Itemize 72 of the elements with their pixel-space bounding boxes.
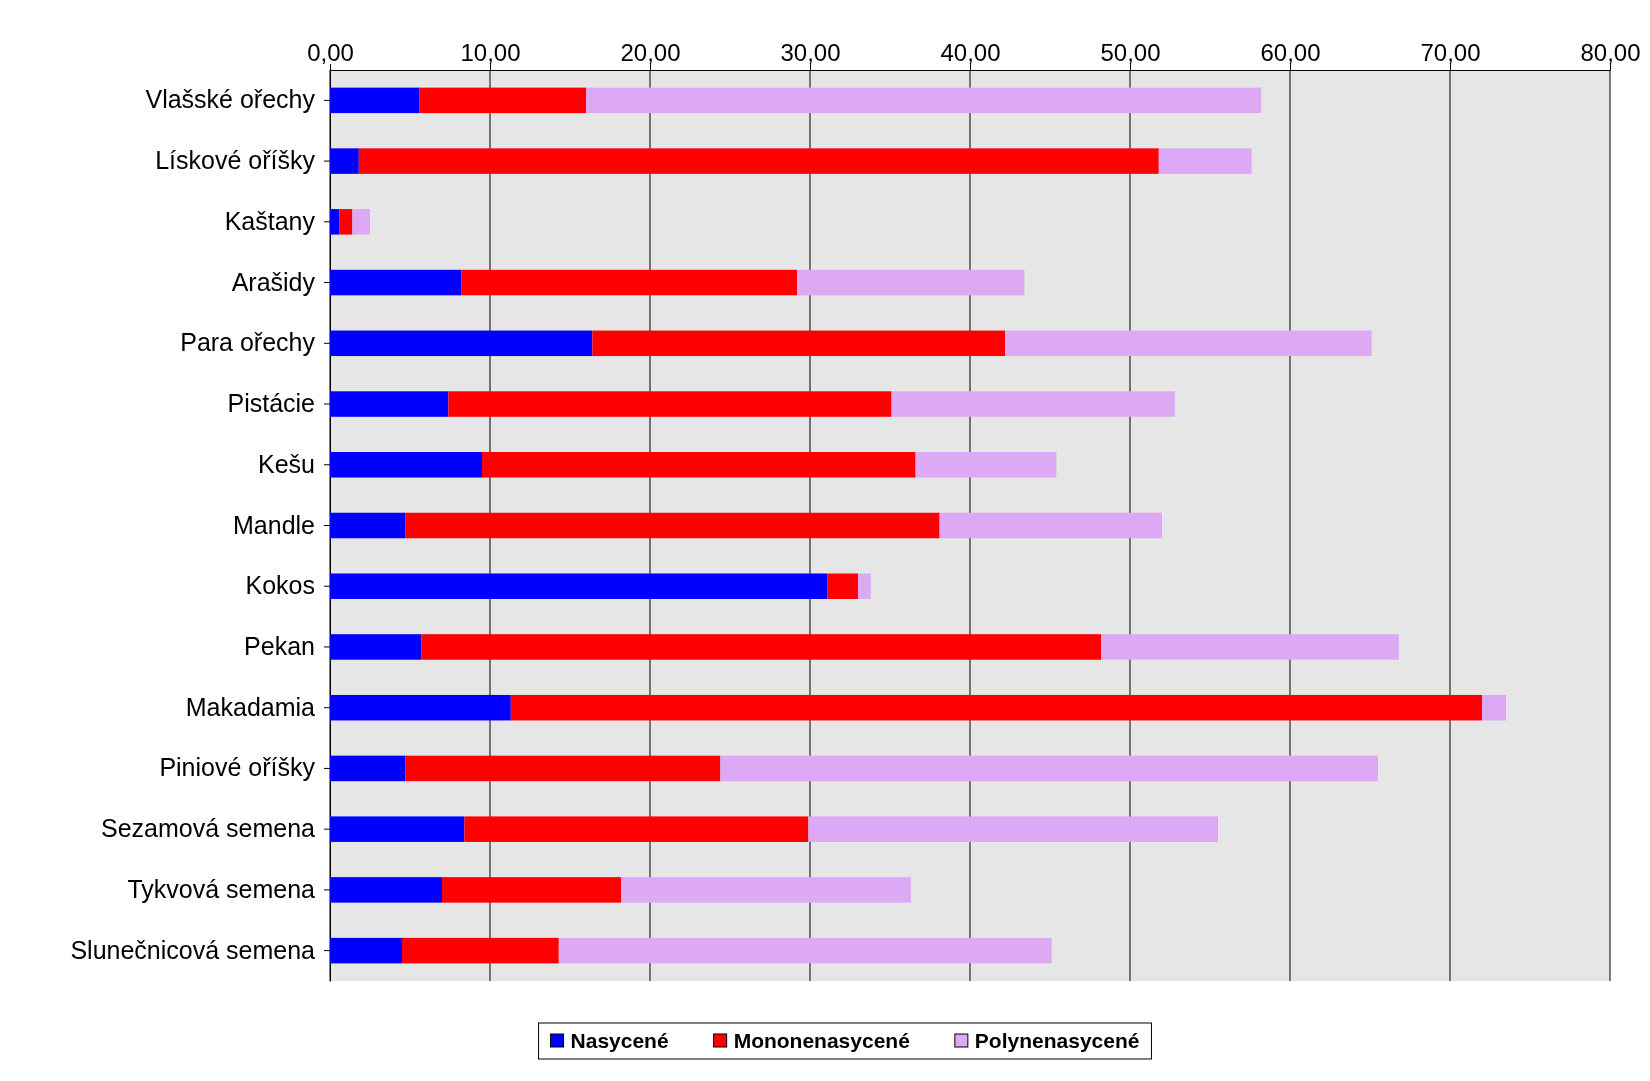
bar [330,148,359,174]
y-tick-label: Kokos [245,571,315,600]
x-tick-label: 10,00 [460,39,521,66]
bar [421,634,1102,660]
x-tick-label: 60,00 [1260,39,1321,66]
y-tick-label: Tykvová semena [127,874,316,903]
bar [330,694,511,721]
y-tick-label: Pekan [244,631,315,660]
bar [330,269,462,296]
bar [482,452,916,478]
bar [1101,634,1399,660]
bar [330,877,442,903]
bar [402,937,559,964]
bar [797,269,1025,296]
bar [915,452,1057,478]
bar [330,573,828,599]
bar [330,209,340,235]
bar [330,452,482,478]
bar [1158,148,1252,174]
bar [1482,694,1506,721]
y-tick-label: Makadamia [185,692,316,721]
bar [891,391,1175,417]
bar [330,512,406,539]
y-tick-label: Lískové oříšky [155,146,316,175]
y-tick-label: Kaštany [224,206,316,235]
bar [330,391,449,417]
legend-label: Polynenasycené [974,1029,1140,1053]
x-tick-label: 20,00 [620,39,681,66]
bar [330,87,420,114]
bar [939,512,1162,539]
y-tick-label: Vlašské ořechy [145,85,316,114]
bar [464,816,809,842]
bar [330,634,422,660]
x-tick-label: 30,00 [780,39,841,66]
bar [510,694,1482,721]
y-tick-label: Piniové oříšky [159,753,316,782]
bar [339,209,353,235]
y-tick-label: Pistácie [227,389,315,418]
legend-label: Mononenasycené [733,1029,910,1053]
bar [405,755,721,782]
bar [358,148,1159,174]
bar [720,755,1378,782]
y-tick-label: Sezamová semena [100,814,316,843]
bar [558,937,1052,964]
bar [330,755,406,782]
bar [405,512,940,539]
bar [330,330,593,357]
y-tick-label: Kešu [258,449,315,478]
x-tick-label: 50,00 [1100,39,1161,66]
bar [352,209,370,235]
bar [1005,330,1372,357]
bar [592,330,1006,357]
y-tick-label: Mandle [233,510,315,539]
x-tick-label: 0,00 [307,39,354,66]
bar [419,87,586,114]
x-tick-label: 70,00 [1420,39,1481,66]
bar [621,877,911,903]
x-tick-label: 40,00 [940,39,1001,66]
y-tick-label: Slunečnicová semena [70,935,316,964]
y-tick-label: Arašidy [231,267,316,296]
bar [461,269,798,296]
bar [330,937,402,964]
bar [442,877,622,903]
bar [448,391,892,417]
legend-label: Nasycené [570,1029,669,1053]
bar [330,816,465,842]
bar [858,573,871,599]
bar [808,816,1218,842]
x-tick-label: 80,00 [1580,39,1641,66]
y-tick-label: Para ořechy [180,328,316,357]
bar [586,87,1262,114]
bar [827,573,858,599]
